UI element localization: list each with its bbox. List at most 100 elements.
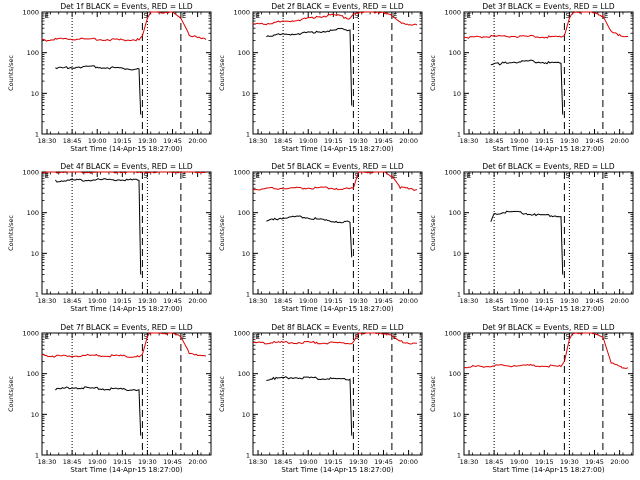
x-tick-label: 20:00 — [610, 137, 629, 145]
x-tick-label: 19:30 — [138, 458, 157, 466]
x-tick-label: 20:00 — [188, 137, 207, 145]
y-tick-label: 10 — [453, 90, 461, 98]
x-tick-label: 19:15 — [535, 297, 554, 305]
chart-title: Det 3f BLACK = Events, RED = LLD — [482, 2, 615, 11]
flag-marker: S — [143, 172, 148, 180]
y-axis-label: Counts/sec — [429, 55, 437, 91]
x-axis-label: Start Time (14-Apr-15 18:27:00) — [70, 466, 182, 474]
x-tick-label: 18:45 — [274, 137, 293, 145]
y-tick-label: 100 — [449, 370, 461, 378]
flag-marker: S — [565, 172, 570, 180]
series-line-lld — [463, 11, 628, 39]
x-tick-label: 19:45 — [374, 297, 393, 305]
y-tick-label: 100 — [238, 49, 250, 57]
chart-title: Det 1f BLACK = Events, RED = LLD — [60, 2, 193, 11]
x-tick-label: 19:00 — [299, 137, 318, 145]
chart-title: Det 2f BLACK = Events, RED = LLD — [271, 2, 404, 11]
flag-marker: E — [182, 172, 186, 180]
y-axis-label: Counts/sec — [429, 215, 437, 251]
flag-marker: E — [393, 12, 397, 20]
y-tick-label: 100 — [238, 209, 250, 217]
x-tick-label: 19:45 — [163, 137, 182, 145]
y-tick-label: 1 — [457, 452, 461, 460]
series-line-events — [266, 27, 353, 106]
plot-frame — [463, 11, 634, 135]
x-tick-label: 19:15 — [324, 297, 343, 305]
x-tick-label: 19:15 — [324, 137, 343, 145]
flag-marker: E — [393, 333, 397, 341]
x-tick-label: 19:00 — [88, 458, 107, 466]
plot-frame — [463, 332, 634, 456]
x-tick-label: 19:00 — [510, 137, 529, 145]
y-axis-label: Counts/sec — [7, 215, 15, 251]
x-tick-label: 18:30 — [460, 137, 479, 145]
x-axis-label: Start Time (14-Apr-15 18:27:00) — [70, 305, 182, 313]
y-tick-label: 1000 — [233, 169, 250, 177]
flag-marker: E — [604, 333, 608, 341]
plot-frame — [41, 11, 212, 135]
x-tick-label: 18:45 — [63, 137, 82, 145]
x-tick-label: 18:45 — [274, 458, 293, 466]
y-tick-label: 10 — [31, 411, 39, 419]
y-axis-label: Counts/sec — [429, 376, 437, 412]
x-tick-label: 20:00 — [188, 458, 207, 466]
y-tick-label: 1 — [457, 291, 461, 299]
x-tick-label: 19:30 — [138, 297, 157, 305]
plot-frame — [252, 332, 423, 456]
chart-title: Det 6f BLACK = Events, RED = LLD — [482, 162, 615, 171]
series-line-events — [55, 386, 142, 436]
x-tick-label: 18:30 — [38, 458, 57, 466]
x-tick-label: 19:00 — [88, 137, 107, 145]
y-axis-label: Counts/sec — [7, 55, 15, 91]
chart-title: Det 9f BLACK = Events, RED = LLD — [482, 323, 615, 332]
y-tick-label: 1000 — [233, 330, 250, 338]
y-tick-label: 100 — [238, 370, 250, 378]
x-axis-label: Start Time (14-Apr-15 18:27:00) — [492, 466, 604, 474]
detector-chart-8: Det 8f BLACK = Events, RED = LLD Counts/s… — [218, 323, 423, 474]
series-line-lld — [252, 332, 418, 345]
y-tick-label: 1000 — [22, 169, 39, 177]
y-tick-label: 100 — [449, 49, 461, 57]
x-axis-label: Start Time (14-Apr-15 18:27:00) — [281, 466, 393, 474]
x-tick-label: 18:30 — [38, 297, 57, 305]
flag-marker: E — [467, 172, 471, 180]
x-tick-label: 19:45 — [374, 458, 393, 466]
y-tick-label: 1000 — [444, 9, 461, 17]
x-tick-label: 18:30 — [249, 137, 268, 145]
x-axis-label: Start Time (14-Apr-15 18:27:00) — [281, 145, 393, 153]
series-line-lld — [252, 171, 418, 192]
flag-marker: E — [604, 172, 608, 180]
x-tick-label: 19:15 — [535, 458, 554, 466]
x-tick-label: 18:45 — [485, 297, 504, 305]
x-tick-label: 19:45 — [585, 458, 604, 466]
x-tick-label: 18:30 — [38, 137, 57, 145]
flag-marker: E — [256, 333, 260, 341]
x-tick-label: 20:00 — [399, 458, 418, 466]
y-tick-label: 1 — [35, 291, 39, 299]
chart-title: Det 5f BLACK = Events, RED = LLD — [271, 162, 404, 171]
x-axis-label: Start Time (14-Apr-15 18:27:00) — [70, 145, 182, 153]
y-tick-label: 1 — [35, 452, 39, 460]
plot-frame — [463, 171, 634, 295]
y-tick-label: 1000 — [233, 9, 250, 17]
y-axis-label: Counts/sec — [218, 55, 226, 91]
x-tick-label: 20:00 — [399, 137, 418, 145]
y-tick-label: 10 — [453, 411, 461, 419]
x-tick-label: 18:45 — [63, 297, 82, 305]
series-line-lld — [463, 332, 629, 369]
x-tick-label: 18:45 — [485, 137, 504, 145]
y-axis-label: Counts/sec — [218, 376, 226, 412]
series-line-events — [490, 59, 564, 115]
y-tick-label: 100 — [449, 209, 461, 217]
x-tick-label: 19:00 — [510, 297, 529, 305]
y-tick-label: 10 — [31, 90, 39, 98]
series-line-events — [266, 215, 353, 258]
y-tick-label: 10 — [242, 90, 250, 98]
x-tick-label: 18:45 — [485, 458, 504, 466]
x-tick-label: 19:30 — [349, 297, 368, 305]
y-tick-label: 1000 — [22, 330, 39, 338]
x-tick-label: 19:15 — [113, 297, 132, 305]
flag-marker: S — [354, 12, 359, 20]
x-tick-label: 19:15 — [324, 458, 343, 466]
x-tick-label: 19:15 — [113, 137, 132, 145]
